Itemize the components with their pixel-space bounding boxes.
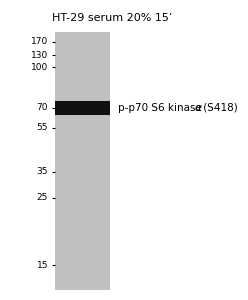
Text: 70: 70 — [36, 103, 48, 112]
Text: 130: 130 — [31, 50, 48, 59]
Text: 25: 25 — [37, 194, 48, 202]
Text: p-p70 S6 kinase: p-p70 S6 kinase — [118, 103, 205, 113]
Text: 15: 15 — [36, 260, 48, 269]
Text: (S418): (S418) — [200, 103, 237, 113]
Text: 170: 170 — [31, 38, 48, 46]
Text: α: α — [195, 103, 202, 113]
Text: 55: 55 — [36, 124, 48, 133]
Bar — [55, 101, 110, 115]
Text: 35: 35 — [36, 167, 48, 176]
Bar — [55, 32, 110, 290]
Text: 100: 100 — [31, 62, 48, 71]
Text: HT-29 serum 20% 15’: HT-29 serum 20% 15’ — [52, 13, 173, 23]
